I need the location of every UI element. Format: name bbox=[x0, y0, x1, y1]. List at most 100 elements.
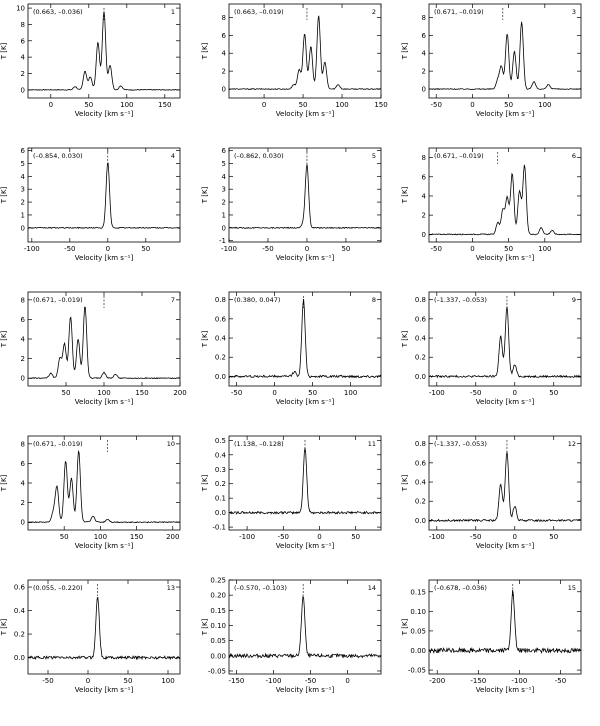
x-tick-label: 0 bbox=[106, 245, 110, 253]
y-tick-label: 0 bbox=[21, 519, 25, 527]
x-tick-label: -100 bbox=[24, 245, 40, 253]
x-tick-label: 0 bbox=[513, 533, 517, 541]
spectrum-line bbox=[27, 449, 181, 524]
y-axis-label: T [K] bbox=[401, 186, 409, 204]
x-tick-label: -100 bbox=[511, 677, 527, 685]
panel-number: 13 bbox=[167, 584, 175, 592]
y-tick-label: 0 bbox=[21, 375, 25, 383]
y-axis-label: T [K] bbox=[0, 186, 8, 204]
spectrum-line bbox=[428, 21, 582, 91]
y-axis-label: T [K] bbox=[401, 330, 409, 348]
y-tick-label: 3 bbox=[222, 186, 226, 194]
y-tick-label: 0.0 bbox=[415, 517, 426, 525]
y-axis-label: T [K] bbox=[0, 474, 8, 492]
x-tick-label: -50 bbox=[431, 245, 442, 253]
panel-number: 12 bbox=[568, 440, 576, 448]
position-label: (0.671, –0.019) bbox=[33, 296, 83, 304]
y-tick-label: 0.10 bbox=[210, 622, 226, 630]
x-tick-label: -150 bbox=[470, 677, 486, 685]
x-axis-label: Velocity [km s⁻¹] bbox=[75, 254, 134, 262]
x-axis-label: Velocity [km s⁻¹] bbox=[276, 254, 335, 262]
y-axis-label: T [K] bbox=[401, 42, 409, 60]
x-tick-label: 100 bbox=[538, 245, 551, 253]
spectrum-line bbox=[27, 162, 181, 230]
y-tick-label: 0.05 bbox=[410, 627, 426, 635]
x-tick-label: 0 bbox=[305, 245, 309, 253]
y-tick-label: 0 bbox=[422, 86, 426, 94]
y-tick-label: 4 bbox=[222, 173, 227, 181]
y-tick-label: 0.00 bbox=[210, 652, 226, 660]
plot-frame bbox=[27, 147, 181, 243]
y-tick-label: 0.4 bbox=[14, 607, 26, 615]
panel-number: 7 bbox=[171, 296, 175, 304]
y-axis-label: T [K] bbox=[0, 618, 8, 636]
y-tick-label: 0.8 bbox=[215, 296, 226, 304]
y-tick-label: 0 bbox=[21, 86, 25, 94]
x-tick-label: 100 bbox=[161, 677, 174, 685]
x-tick-label: 50 bbox=[84, 101, 93, 109]
y-tick-label: 0.25 bbox=[210, 577, 226, 585]
x-tick-label: 100 bbox=[538, 101, 551, 109]
position-label: (0.055, –0.220) bbox=[33, 584, 83, 592]
panel-number: 14 bbox=[368, 584, 376, 592]
x-axis-label: Velocity [km s⁻¹] bbox=[476, 254, 535, 262]
x-tick-label: -50 bbox=[470, 389, 481, 397]
y-tick-label: -0.1 bbox=[212, 524, 226, 532]
panel-number: 10 bbox=[167, 440, 175, 448]
y-tick-label: 0 bbox=[222, 86, 226, 94]
x-tick-label: 50 bbox=[62, 389, 71, 397]
panel-number: 2 bbox=[372, 8, 376, 16]
x-tick-label: 100 bbox=[335, 101, 348, 109]
x-axis-label: Velocity [km s⁻¹] bbox=[75, 542, 134, 550]
plot-frame bbox=[228, 579, 382, 675]
x-tick-label: 50 bbox=[504, 245, 513, 253]
y-tick-label: 0.2 bbox=[415, 498, 426, 506]
x-axis-label: Velocity [km s⁻¹] bbox=[476, 686, 535, 694]
y-axis-label: T [K] bbox=[201, 42, 209, 60]
y-tick-label: 8 bbox=[422, 14, 426, 22]
plot-frame bbox=[428, 435, 582, 531]
plot-frame bbox=[228, 3, 382, 99]
x-tick-label: -100 bbox=[221, 245, 237, 253]
y-tick-label: 0 bbox=[222, 224, 226, 232]
y-tick-label: 4 bbox=[21, 336, 26, 344]
x-tick-label: 150 bbox=[135, 389, 148, 397]
plot-frame bbox=[228, 435, 382, 531]
x-tick-label: 50 bbox=[124, 677, 133, 685]
position-label: (0.663, –0.036) bbox=[33, 8, 83, 16]
chart-panel-10: 50 100 150 200 0 2 4 6 8 Velocity [km s⁻¹] T [K] (0… bbox=[0, 435, 181, 550]
panel-number: 6 bbox=[572, 152, 576, 160]
chart-panel-9: -100 -50 0 50 0.0 0.2 0.4 0.6 0.8 Velocity [km s⁻… bbox=[401, 291, 582, 406]
y-tick-label: 0.4 bbox=[415, 479, 427, 487]
y-tick-label: 0.0 bbox=[215, 373, 226, 381]
chart-panel-5: -100 -50 0 50 -1 0 1 2 3 4 5 6 Velocity [km s⁻¹] T [K… bbox=[201, 147, 382, 262]
chart-panel-1: 0 50 100 150 0 2 4 6 8 10 Velocity [km s⁻¹] T [K] (0… bbox=[0, 3, 181, 118]
chart-panel-13: -50 0 50 100 0.0 0.2 0.4 0.6 Velocity [km s⁻¹] T … bbox=[0, 579, 181, 694]
y-tick-label: 8 bbox=[21, 296, 25, 304]
y-tick-label: 0.2 bbox=[215, 480, 226, 488]
y-tick-label: 0.4 bbox=[215, 451, 227, 459]
spectrum-line bbox=[428, 451, 582, 523]
x-axis-label: Velocity [km s⁻¹] bbox=[276, 110, 335, 118]
y-tick-label: -0.05 bbox=[208, 667, 226, 675]
y-tick-label: 2 bbox=[21, 499, 25, 507]
position-label: (–0.570, –0.103) bbox=[234, 584, 287, 592]
x-axis-label: Velocity [km s⁻¹] bbox=[476, 110, 535, 118]
y-tick-label: 2 bbox=[222, 68, 226, 76]
y-tick-label: 4 bbox=[222, 50, 227, 58]
x-tick-label: 150 bbox=[158, 101, 171, 109]
chart-panel-8: -50 0 50 100 0.0 0.2 0.4 0.6 0.8 Velocity [km s⁻¹… bbox=[201, 291, 382, 406]
y-tick-label: 8 bbox=[422, 154, 426, 162]
x-tick-label: 100 bbox=[97, 389, 110, 397]
y-tick-label: -1 bbox=[219, 237, 226, 245]
x-tick-label: 50 bbox=[351, 533, 360, 541]
x-axis-label: Velocity [km s⁻¹] bbox=[75, 110, 134, 118]
position-label: (0.663, –0.019) bbox=[234, 8, 284, 16]
x-tick-label: 0 bbox=[86, 677, 90, 685]
y-tick-label: 0.3 bbox=[215, 466, 226, 474]
x-tick-label: 0 bbox=[513, 389, 517, 397]
y-tick-label: -0.05 bbox=[408, 667, 426, 675]
position-label: (–1.337, –0.053) bbox=[434, 296, 487, 304]
y-tick-label: 2 bbox=[21, 355, 25, 363]
